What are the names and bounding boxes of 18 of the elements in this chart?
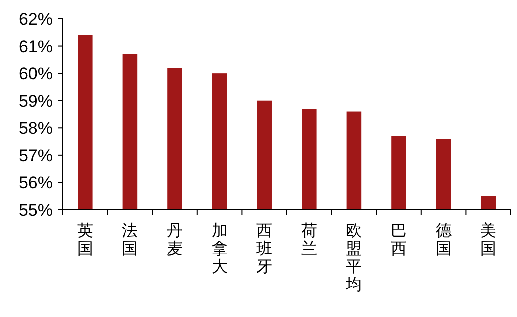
x-tick-label: 德国	[436, 223, 452, 258]
x-tick-label: 法国	[122, 222, 138, 258]
x-tick-label: 欧盟平均	[345, 223, 362, 294]
y-tick-label: 56%	[18, 174, 53, 193]
y-tick-label: 61%	[18, 37, 53, 56]
y-tick-label: 55%	[18, 201, 53, 220]
y-tick-label: 57%	[18, 146, 53, 166]
x-tick-label: 巴西	[391, 223, 407, 258]
x-tick-label: 荷兰	[301, 222, 318, 258]
y-tick-label: 60%	[18, 64, 53, 84]
x-tick-label: 西班牙	[256, 223, 273, 276]
x-tick-label: 英国	[77, 222, 94, 258]
x-tick-label: 美国	[480, 222, 497, 258]
y-tick-label: 58%	[18, 119, 53, 138]
x-tick-label: 加拿大	[212, 222, 228, 276]
y-tick-label: 59%	[18, 92, 53, 111]
x-tick-label: 丹麦	[167, 223, 183, 258]
y-tick-label: 62%	[18, 10, 53, 29]
